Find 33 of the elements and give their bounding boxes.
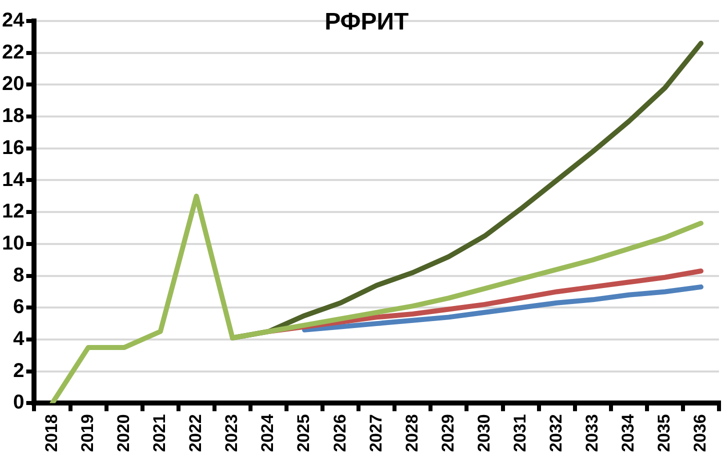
x-tick-label: 2031 <box>510 414 530 452</box>
y-tick-label: 16 <box>2 136 24 159</box>
x-tick-label: 2026 <box>330 414 350 452</box>
y-tick-label: 22 <box>2 41 24 64</box>
y-tick-label: 20 <box>2 73 24 96</box>
x-tick-label: 2018 <box>42 414 61 452</box>
x-tick-label: 2033 <box>582 414 602 452</box>
x-tick-label: 2021 <box>150 414 170 452</box>
y-tick-label: 18 <box>2 105 24 128</box>
y-tick-label: 0 <box>13 392 24 414</box>
x-tick-label: 2027 <box>366 414 386 452</box>
y-tick-label: 2 <box>13 360 24 382</box>
x-tick-label: 2036 <box>690 414 710 452</box>
x-tick-label: 2034 <box>618 414 638 452</box>
y-tick-label: 8 <box>13 264 24 286</box>
y-tick-label: 12 <box>2 200 24 223</box>
x-tick-label: 2025 <box>294 414 314 452</box>
x-tick-label: 2023 <box>222 414 242 452</box>
x-tick-label: 2020 <box>114 414 134 452</box>
x-tick-label: 2022 <box>186 414 206 452</box>
x-tick-label: 2029 <box>438 414 458 452</box>
y-tick-label: 6 <box>13 296 24 318</box>
chart-title: РФРИТ <box>324 8 410 36</box>
x-tick-label: 2035 <box>654 414 674 452</box>
y-tick-label: 24 <box>2 10 26 32</box>
x-tick-label: 2032 <box>546 414 566 452</box>
x-tick-label: 2028 <box>402 414 422 452</box>
x-tick-label: 2030 <box>474 414 494 452</box>
y-tick-label: 14 <box>2 168 26 191</box>
y-tick-label: 4 <box>13 328 26 350</box>
x-tick-label: 2024 <box>258 414 278 452</box>
y-tick-label: 10 <box>2 232 24 254</box>
x-tick-label: 2019 <box>78 414 97 452</box>
